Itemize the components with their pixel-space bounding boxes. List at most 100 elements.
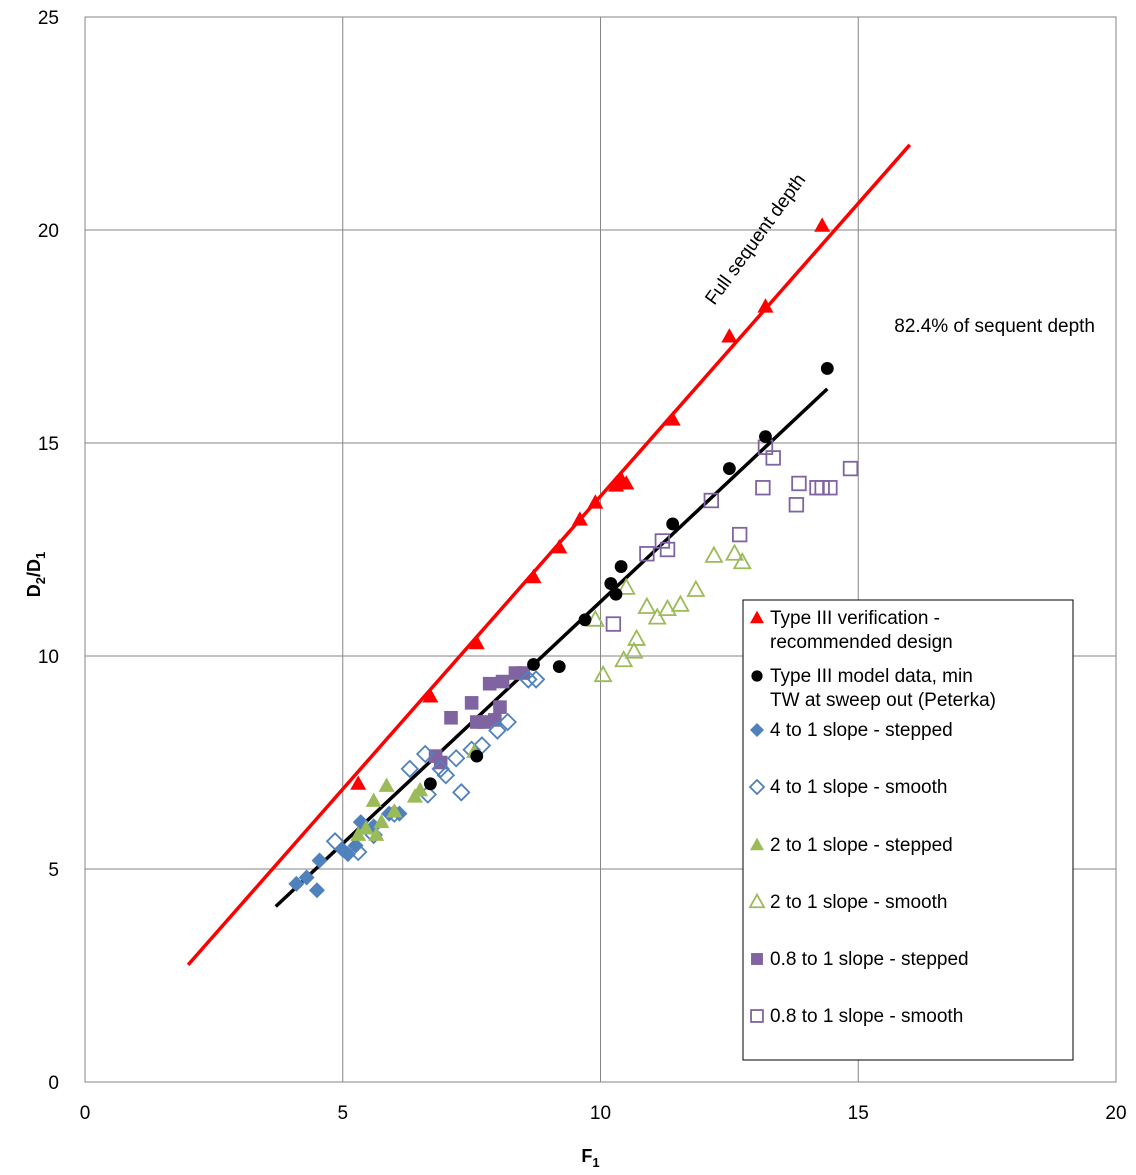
legend-entry: 0.8 to 1 slope - stepped [751, 949, 969, 970]
circle-marker [578, 613, 592, 627]
circle-marker [552, 660, 566, 674]
legend: Type III verification - recommended desig… [742, 599, 1074, 1061]
diamond-marker [436, 766, 456, 785]
triangle-marker [386, 803, 403, 818]
circle-marker [666, 517, 680, 531]
tick-labels: 0 5 10 15 20 0 5 10 15 20 25 [38, 8, 1127, 1124]
circle-marker [820, 362, 834, 375]
triangle-marker [757, 298, 774, 313]
square-marker [477, 715, 492, 729]
square-marker [654, 533, 671, 549]
diamond-marker [288, 875, 305, 892]
x-tick-label: 5 [337, 1103, 348, 1124]
x-tick-label: 0 [80, 1103, 91, 1124]
y-tick-label: 0 [48, 1073, 59, 1094]
diamond-marker [298, 869, 315, 886]
diamond-marker [526, 670, 546, 689]
triangle-marker [748, 892, 766, 909]
legend-label: 2 to 1 slope - smooth [770, 892, 947, 913]
square-marker [750, 1009, 764, 1023]
triangle-marker [616, 577, 636, 595]
square-marker [822, 480, 838, 496]
triangle-marker [587, 494, 604, 509]
legend-entry: Type III verification - recommended desig… [750, 608, 953, 653]
legend-label: 0.8 to 1 slope - smooth [770, 1006, 963, 1027]
triangle-marker [422, 688, 439, 703]
diamond-marker [488, 721, 507, 740]
diamond-marker [311, 852, 328, 869]
diamond-marker [452, 783, 471, 802]
triangle-marker [721, 328, 738, 343]
circle-marker [604, 577, 618, 590]
legend-entry: 4 to 1 slope - smooth [748, 777, 947, 798]
square-marker [842, 460, 859, 477]
triangle-marker [350, 775, 367, 790]
triangle-marker [373, 813, 390, 829]
square-marker [605, 616, 622, 632]
triangle-marker [704, 545, 724, 563]
triangle-marker [686, 579, 706, 597]
triangle-marker [637, 596, 657, 614]
square-marker [703, 492, 720, 509]
circle-marker [423, 777, 437, 791]
diamond-marker [748, 778, 766, 796]
triangle-marker [750, 837, 764, 851]
diamond-marker [498, 712, 517, 732]
circle-marker [527, 658, 540, 671]
triangle-marker [664, 411, 681, 426]
triangle-marker [365, 792, 382, 807]
square-marker [791, 475, 807, 492]
triangle-marker [525, 568, 542, 584]
triangle-marker [670, 594, 690, 612]
circle-marker [470, 749, 484, 763]
triangle-marker [593, 664, 613, 683]
diamond-marker [750, 723, 764, 737]
triangle-marker [350, 826, 367, 841]
legend-label: 0.8 to 1 slope - stepped [770, 949, 969, 970]
triangle-marker [368, 826, 385, 841]
legend-label: 4 to 1 slope - stepped [770, 720, 953, 741]
diamond-marker [519, 670, 538, 689]
square-marker [495, 674, 510, 689]
triangle-marker [750, 610, 764, 624]
x-axis-title: F1 [581, 1146, 599, 1170]
square-marker [814, 480, 830, 496]
square-marker [659, 541, 676, 558]
triangle-marker [725, 543, 745, 561]
y-axis-title: D2/D1 [24, 552, 48, 597]
legend-label: 4 to 1 slope - smooth [770, 777, 947, 798]
circle-marker [751, 670, 763, 682]
trend-line [274, 387, 829, 908]
square-marker [493, 700, 507, 714]
diamond-marker [446, 748, 466, 768]
trend-line [186, 143, 912, 967]
y-tick-label: 15 [38, 434, 59, 455]
square-marker [765, 450, 781, 466]
triangle-marker [732, 552, 752, 570]
triangle-marker [412, 781, 429, 797]
data-points [288, 217, 859, 899]
legend-entry: 2 to 1 slope - smooth [748, 892, 947, 913]
circle-marker [722, 462, 736, 475]
triangle-marker [618, 475, 635, 490]
diamond-marker [325, 832, 345, 851]
x-tick-label: 20 [1105, 1103, 1126, 1124]
triangle-marker [657, 598, 678, 617]
square-marker [444, 710, 458, 725]
square-marker [755, 480, 771, 496]
y-tick-label: 5 [48, 860, 59, 881]
triangle-marker [585, 609, 605, 627]
square-marker [751, 953, 763, 965]
y-tick-label: 20 [38, 221, 59, 242]
legend-label: recommended design [770, 632, 953, 653]
diamond-marker [385, 804, 404, 823]
circle-marker [609, 587, 623, 601]
legend-entry: 0.8 to 1 slope - smooth [750, 1006, 963, 1027]
legend-label: TW at sweep out (Peterka) [770, 690, 996, 711]
legend-label: 2 to 1 slope - stepped [770, 835, 953, 856]
square-marker [482, 676, 497, 691]
triangle-marker [614, 650, 634, 668]
diamond-marker [348, 842, 368, 862]
